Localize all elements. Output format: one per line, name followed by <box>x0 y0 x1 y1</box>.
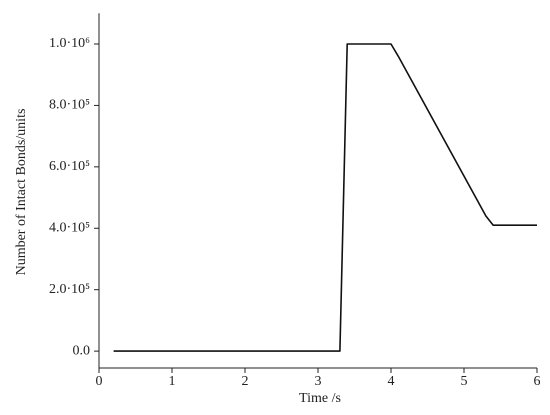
y-tick-label: 4.0·10⁵ <box>49 220 90 235</box>
y-axis-label: Number of Intact Bonds/units <box>14 109 29 276</box>
x-axis-label: Time /s <box>299 391 341 406</box>
y-tick-label: 8.0·10⁵ <box>49 98 90 113</box>
y-tick-label: 2.0·10⁵ <box>49 282 90 297</box>
x-tick-label: 3 <box>315 374 322 389</box>
x-tick-label: 2 <box>242 374 249 389</box>
data-line <box>113 43 537 352</box>
y-tick-label: 1.0·10⁶ <box>49 36 90 51</box>
x-tick-label: 1 <box>169 374 176 389</box>
y-tick-label: 0.0 <box>73 343 91 358</box>
x-tick-label: 6 <box>534 374 541 389</box>
y-tick-label: 6.0·10⁵ <box>49 159 90 174</box>
x-tick-label: 4 <box>388 374 395 389</box>
x-tick-label: 0 <box>96 374 103 389</box>
x-tick-label: 5 <box>461 374 468 389</box>
